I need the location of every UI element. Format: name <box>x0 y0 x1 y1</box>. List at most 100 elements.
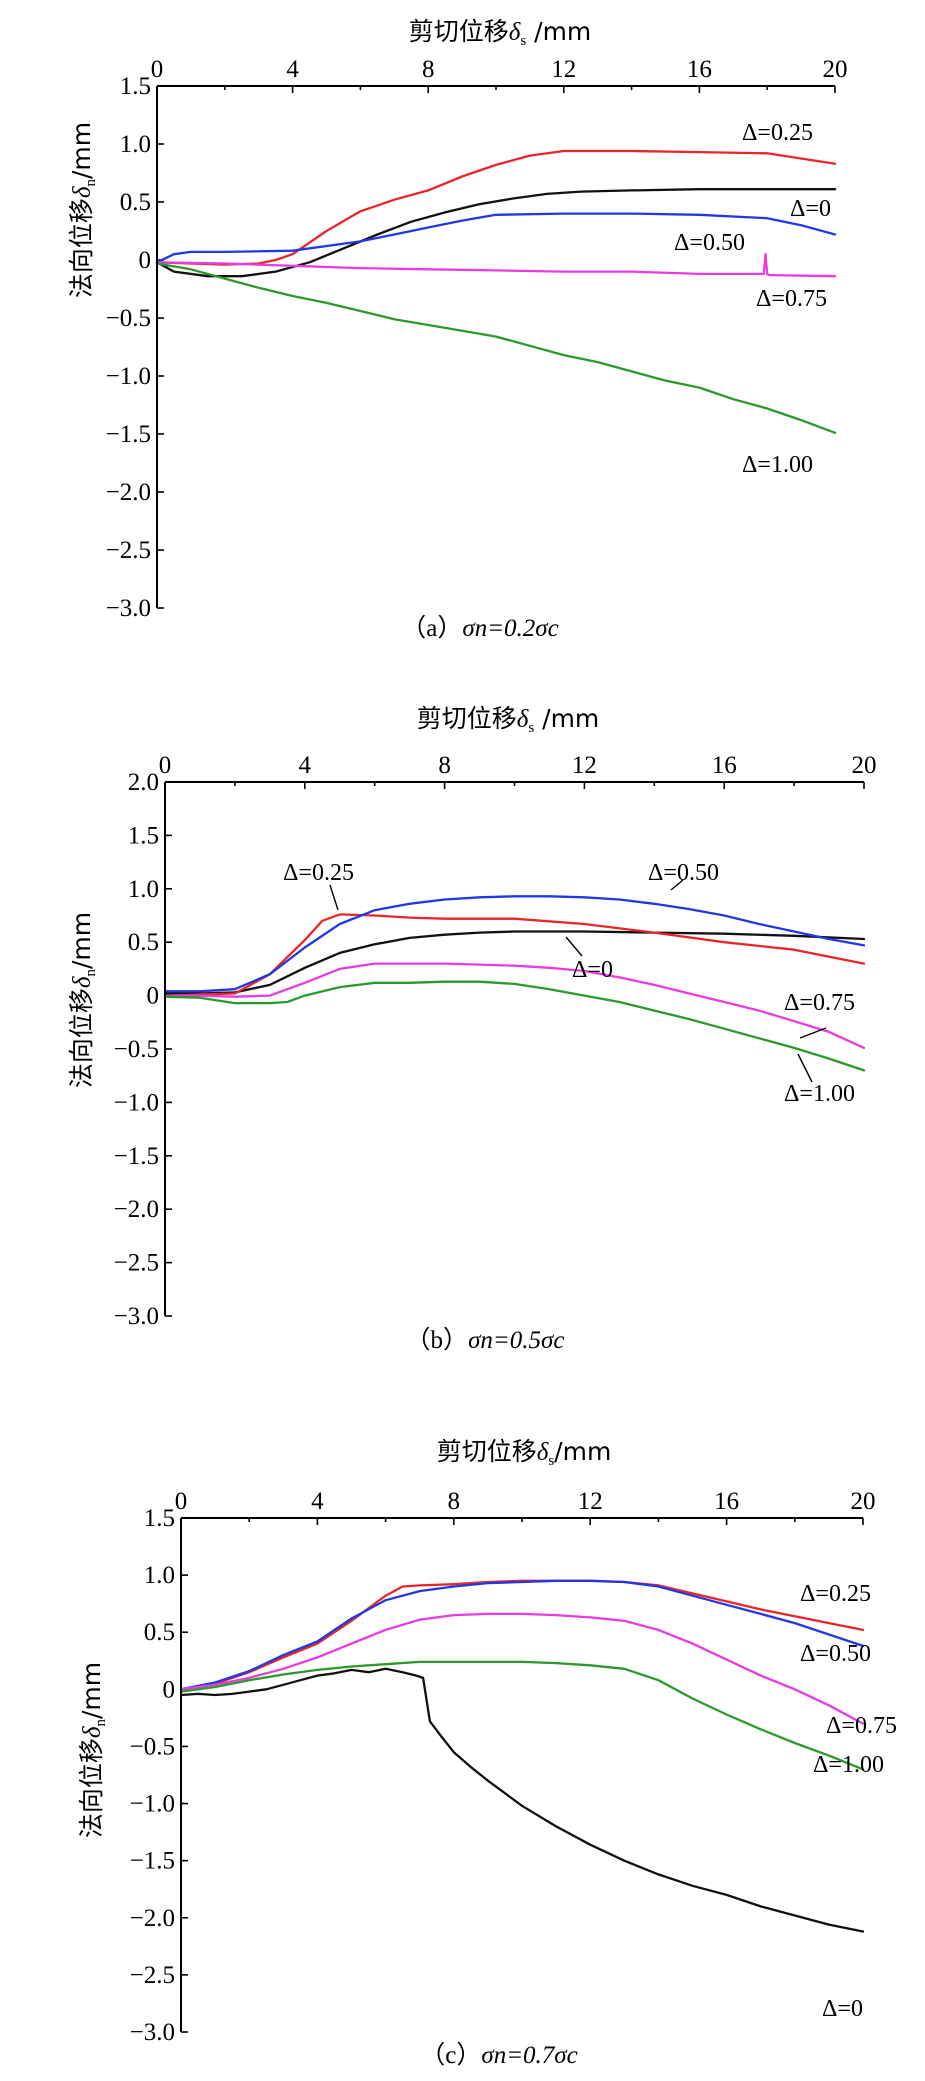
y-tick-label: 0.5 <box>120 189 151 216</box>
label-c-1.00: Δ=1.00 <box>813 1752 884 1778</box>
panel-b-series <box>163 895 866 1072</box>
panel-a-series <box>155 149 837 434</box>
y-tick-label: 2.0 <box>128 769 159 796</box>
caption-c-prefix: （c） <box>420 2041 481 2069</box>
y-tick-label: −1.5 <box>130 1848 175 1875</box>
y-tick-label: 0 <box>139 247 152 274</box>
caption-a: （a）σn=0.2σc <box>401 614 558 642</box>
series-line-b-0 <box>163 930 866 995</box>
series-line-a-0_75 <box>155 253 837 278</box>
panel-c-series <box>179 1579 865 1933</box>
x-tick-label: 0 <box>151 56 164 83</box>
panel-c: 剪切位移δs/mm 法向位移δn/mm 0 4 8 12 16 20 1.5 1.0 0.5 0… <box>77 1437 897 2069</box>
y-tick-label: −2.0 <box>130 1905 175 1932</box>
caption-a-prefix: （a） <box>401 614 462 642</box>
series-line-c-1_00 <box>179 1660 865 1771</box>
label-b-0.50: Δ=0.50 <box>648 860 719 886</box>
x-tick-label: 12 <box>572 752 597 779</box>
label-b-1.00: Δ=1.00 <box>784 1081 855 1107</box>
y-tick-label: 0.5 <box>144 1619 175 1646</box>
panel-b-x-ticks: 0 4 8 12 16 20 <box>159 752 877 789</box>
x-tick-label: 8 <box>448 1488 461 1515</box>
series-line-c-0_75 <box>179 1612 865 1725</box>
caption-c: （c）σn=0.7σc <box>420 2041 577 2069</box>
series-line-a-0_50 <box>155 212 837 264</box>
y-tick-label: 1.5 <box>144 1505 175 1532</box>
y-tick-label: 0 <box>163 1676 176 1703</box>
caption-b: （b）σn=0.5σc <box>406 1326 565 1354</box>
panel-a: 剪切位移δs /mm 法向位移δn/mm 0 4 8 12 16 20 1.5 1.0 0.5… <box>67 17 848 642</box>
caption-c-formula: σn=0.7σc <box>481 2042 577 2069</box>
y-tick-label: −3.0 <box>114 1303 159 1330</box>
label-b-0.25: Δ=0.25 <box>283 860 354 886</box>
y-tick-label: 1.0 <box>120 131 151 158</box>
y-tick-label: −2.5 <box>106 537 151 564</box>
y-tick-label: 1.0 <box>128 876 159 903</box>
label-c-0.25: Δ=0.25 <box>800 1581 871 1607</box>
label-a-1.00: Δ=1.00 <box>742 452 813 478</box>
y-tick-label: −1.5 <box>106 421 151 448</box>
leader-b-0.50 <box>670 879 684 891</box>
label-a-0.75: Δ=0.75 <box>756 286 827 312</box>
series-line-b-0_75 <box>163 962 866 1050</box>
x-tick-label: 0 <box>175 1488 188 1515</box>
y-tick-label: −0.5 <box>106 305 151 332</box>
series-line-b-0_25 <box>163 913 866 997</box>
series-line-c-0_25 <box>179 1579 865 1691</box>
panel-a-y-axis-title: 法向位移δn/mm <box>67 122 99 298</box>
y-tick-label: −0.5 <box>114 1036 159 1063</box>
panel-c-x-ticks: 0 4 8 12 16 20 <box>175 1488 876 1525</box>
x-tick-label: 20 <box>852 752 877 779</box>
panel-b-y-ticks: 2.0 1.5 1.0 0.5 0 −0.5 −1.0 −1.5 −2.0 −2.5 −3.0 <box>114 769 172 1330</box>
series-line-a-1_00 <box>155 262 837 434</box>
x-tick-label: 16 <box>687 56 712 83</box>
y-tick-label: −0.5 <box>130 1733 175 1760</box>
panel-b-x-axis-title: 剪切位移δs /mm <box>417 704 600 736</box>
y-tick-label: −1.0 <box>130 1791 175 1818</box>
panel-b-series-labels: Δ=0.25 Δ=0.50 Δ=0 Δ=0.75 Δ=1.00 <box>283 860 855 1107</box>
x-tick-label: 8 <box>438 752 451 779</box>
caption-b-prefix: （b） <box>406 1326 469 1354</box>
x-tick-label: 4 <box>299 752 312 779</box>
y-tick-label: −2.5 <box>114 1250 159 1277</box>
panel-b-y-axis-title: 法向位移δn/mm <box>67 912 99 1088</box>
label-c-0.75: Δ=0.75 <box>826 1713 897 1739</box>
leader-b-1.00 <box>797 1053 813 1083</box>
panel-c-series-labels: Δ=0.25 Δ=0.50 Δ=0.75 Δ=1.00 Δ=0 <box>800 1581 897 2022</box>
y-tick-label: −2.5 <box>130 1962 175 1989</box>
panel-c-y-ticks: 1.5 1.0 0.5 0 −0.5 −1.0 −1.5 −2.0 −2.5 −3.0 <box>130 1505 188 2046</box>
x-tick-label: 4 <box>286 56 299 83</box>
series-line-a-0 <box>155 188 837 278</box>
y-tick-label: −1.0 <box>114 1089 159 1116</box>
x-tick-label: 20 <box>851 1488 876 1515</box>
x-tick-label: 20 <box>823 56 848 83</box>
label-a-0: Δ=0 <box>790 196 831 222</box>
x-tick-label: 16 <box>714 1488 739 1515</box>
y-tick-label: 1.0 <box>144 1562 175 1589</box>
x-tick-label: 12 <box>578 1488 603 1515</box>
series-line-b-1_00 <box>163 980 866 1072</box>
label-b-0.75: Δ=0.75 <box>784 990 855 1016</box>
panel-a-series-labels: Δ=0.25 Δ=0 Δ=0.50 Δ=0.75 Δ=1.00 <box>674 120 831 478</box>
y-tick-label: −1.0 <box>106 363 151 390</box>
x-tick-label: 16 <box>712 752 737 779</box>
panel-a-x-axis-title: 剪切位移δs /mm <box>409 17 592 49</box>
panel-a-y-ticks: 1.5 1.0 0.5 0 −0.5 −1.0 −1.5 −2.0 −2.5 −3.0 <box>106 73 164 622</box>
label-a-0.25: Δ=0.25 <box>742 120 813 146</box>
y-tick-label: 0.5 <box>128 929 159 956</box>
label-c-0: Δ=0 <box>822 1996 863 2022</box>
leader-b-0.25 <box>329 884 339 911</box>
y-tick-label: −1.5 <box>114 1143 159 1170</box>
y-tick-label: 1.5 <box>120 73 151 100</box>
y-tick-label: −3.0 <box>106 595 151 622</box>
y-tick-label: −3.0 <box>130 2019 175 2046</box>
x-tick-label: 0 <box>159 752 172 779</box>
x-tick-label: 4 <box>311 1488 324 1515</box>
series-line-b-0_50 <box>163 895 866 993</box>
x-tick-label: 8 <box>422 56 435 83</box>
panel-b: 剪切位移δs /mm 法向位移δn/mm 0 4 8 12 16 20 2.0 1.5 1.0… <box>67 704 877 1354</box>
x-tick-label: 12 <box>551 56 576 83</box>
panel-c-y-axis-title: 法向位移δn/mm <box>77 1662 109 1838</box>
